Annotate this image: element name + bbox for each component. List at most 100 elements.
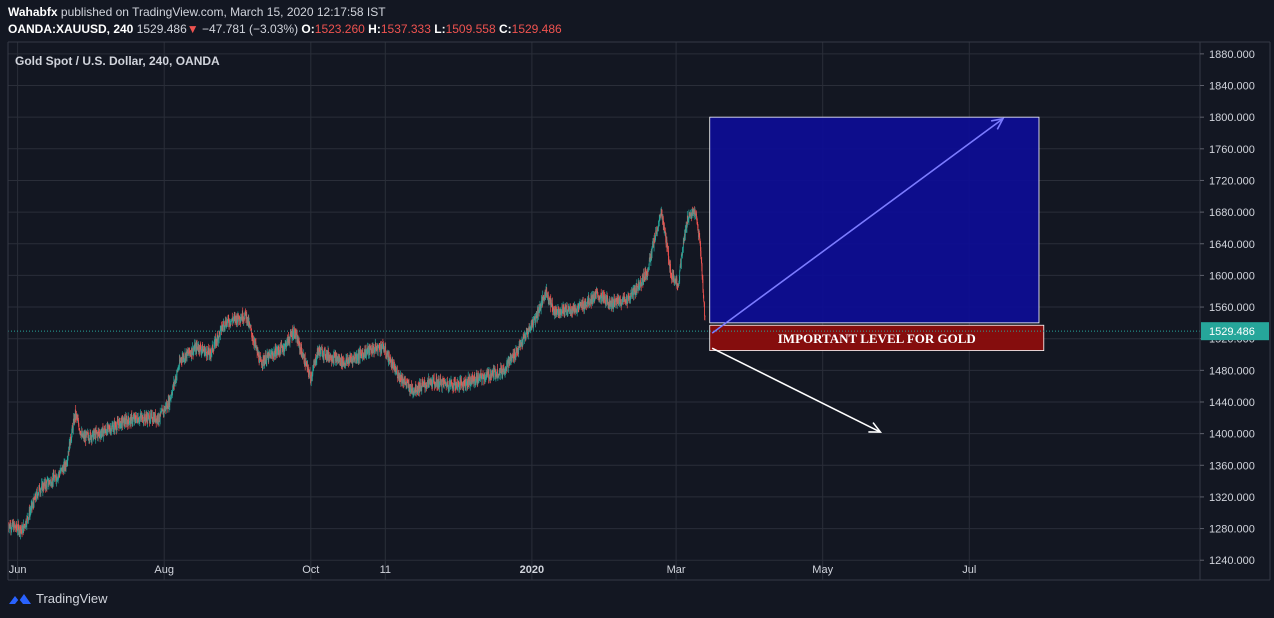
candle-body	[572, 307, 574, 310]
candle-body	[266, 353, 268, 358]
candle-body	[676, 284, 678, 285]
candle-body	[457, 382, 459, 387]
candle-body	[8, 525, 10, 529]
candle-body	[621, 304, 623, 305]
candle-body	[238, 316, 240, 321]
candle-body	[334, 354, 336, 363]
candle-body	[276, 351, 277, 357]
candle-body	[282, 346, 283, 349]
candle-body	[397, 377, 399, 378]
candle-body	[606, 296, 608, 298]
footer-brand[interactable]: TradingView	[8, 591, 108, 606]
candle-body	[469, 383, 471, 386]
x-tick-label: Aug	[154, 564, 174, 576]
candle-body	[612, 300, 614, 308]
candle-body	[405, 383, 407, 385]
candle-body	[82, 433, 83, 437]
candle-body	[54, 473, 56, 476]
candle-body	[532, 319, 534, 326]
candle-body	[389, 357, 391, 363]
candle-body	[68, 442, 70, 452]
candle-body	[349, 356, 351, 361]
x-axis[interactable]: Jun Aug Oct 11 2020 Mar May Jul	[9, 564, 977, 576]
candle-body	[359, 350, 361, 359]
candle-body	[286, 345, 287, 349]
candle-body	[594, 298, 595, 301]
candle-body	[302, 356, 303, 358]
candle-body	[309, 371, 311, 375]
candle-body	[436, 378, 437, 380]
candle-body	[493, 369, 495, 376]
candle-body	[245, 310, 246, 314]
candle-body	[154, 413, 156, 421]
candle-body	[489, 372, 491, 378]
candle-body	[372, 352, 373, 354]
candle-body	[322, 356, 324, 358]
candle-body	[318, 350, 319, 354]
candle-body	[147, 415, 149, 421]
candle-body	[630, 297, 631, 301]
candle-body	[452, 385, 453, 388]
candle-body	[439, 381, 441, 387]
candle-body	[187, 350, 188, 353]
candle-body	[338, 357, 340, 362]
candle-body	[248, 322, 250, 326]
candle-body	[282, 348, 284, 352]
candle-body	[345, 358, 347, 362]
author-name[interactable]: Wahabfx	[8, 5, 58, 19]
candle-body	[462, 385, 463, 387]
candle-body	[112, 425, 113, 427]
candle-body	[114, 422, 116, 430]
candle-body	[60, 471, 61, 473]
candle-body	[529, 326, 531, 331]
candle-body	[125, 422, 126, 424]
candle-body	[308, 373, 310, 376]
candle-body	[323, 355, 324, 358]
candle-body	[180, 360, 181, 362]
candle-body	[674, 279, 676, 282]
candle-body	[203, 347, 205, 351]
candle-body	[640, 285, 642, 287]
candle-body	[114, 422, 115, 430]
candle-body	[654, 239, 656, 241]
candle-body	[410, 384, 412, 390]
candle-body	[20, 529, 22, 531]
candle-body	[353, 356, 355, 359]
candle-body	[238, 318, 240, 321]
candle-body	[44, 480, 46, 485]
candle-body	[201, 349, 203, 351]
candle-body	[324, 349, 325, 351]
candle-body	[41, 482, 43, 484]
candle-body	[253, 342, 255, 345]
candle-body	[681, 253, 683, 256]
candle-body	[310, 379, 312, 383]
candle-body	[509, 357, 511, 363]
symbol-label[interactable]: OANDA:XAUUSD, 240	[8, 22, 134, 36]
candle-body	[104, 431, 105, 434]
candle-body	[9, 523, 10, 526]
candle-body	[644, 271, 646, 280]
candle-body	[499, 369, 501, 376]
y-axis[interactable]: 1240.0001280.0001320.0001360.0001400.000…	[1200, 49, 1255, 567]
candle-body	[679, 270, 681, 281]
candle-body	[692, 209, 694, 214]
candle-body	[44, 480, 46, 487]
candle-body	[182, 355, 184, 360]
candle-body	[360, 350, 361, 353]
candle-body	[580, 302, 582, 308]
candle-body	[173, 381, 175, 387]
candle-body	[339, 357, 340, 362]
candle-body	[111, 425, 113, 427]
candle-body	[212, 345, 214, 351]
candle-body	[30, 510, 32, 512]
candle-body	[498, 374, 500, 376]
target-zone-box	[709, 116, 1040, 324]
candle-body	[646, 275, 648, 277]
candle-body	[421, 387, 422, 391]
candle-body	[612, 300, 614, 306]
candle-body	[643, 273, 645, 278]
candle-body	[414, 389, 415, 391]
candle-body	[441, 379, 442, 387]
candle-body	[518, 344, 520, 348]
